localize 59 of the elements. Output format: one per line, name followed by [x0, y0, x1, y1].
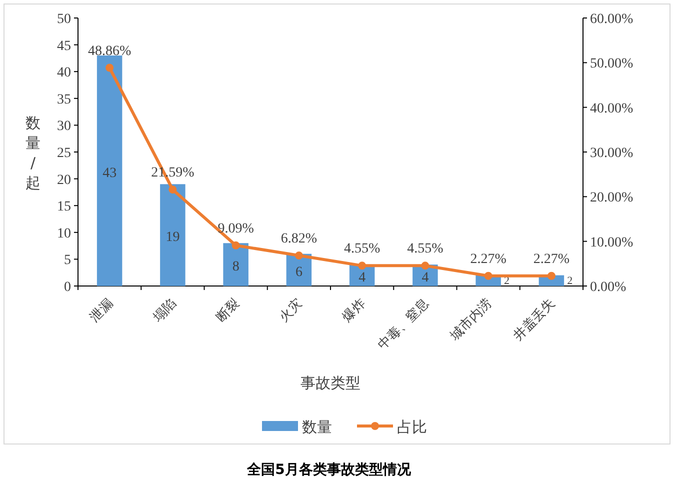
y-tick-label: 10 — [57, 226, 71, 242]
x-tick-label: 爆炸 — [340, 296, 369, 326]
x-tick-label: 城市内涝 — [447, 296, 496, 344]
point — [547, 272, 556, 280]
x-tick-label: 井盖丢失 — [510, 296, 558, 344]
legend-label: 数量 — [302, 418, 332, 436]
y-tick-label: 35 — [57, 92, 71, 108]
point — [168, 186, 177, 194]
y-axis-title: 数量/起 — [26, 114, 40, 192]
y-tick-label: 50 — [57, 12, 71, 27]
y-tick-label: 15 — [57, 200, 71, 215]
data-label: 9.09% — [218, 221, 254, 236]
y2-tick-label: 50.00% — [590, 56, 634, 72]
data-label: 4 — [358, 270, 366, 286]
bar — [160, 184, 186, 286]
bar — [96, 56, 122, 286]
point — [358, 262, 366, 270]
y2-tick-label: 30.00% — [590, 146, 634, 161]
data-label: 4 — [422, 270, 429, 286]
point — [484, 272, 492, 280]
y2-tick-label: 40.00% — [590, 101, 634, 116]
point — [232, 241, 240, 250]
data-label: 19 — [166, 230, 180, 246]
data-label: 48.86% — [88, 44, 132, 59]
y-tick-label: 5 — [64, 253, 71, 268]
y2-tick-label: 0.00% — [590, 280, 626, 295]
data-label: 43 — [102, 166, 117, 181]
data-label: 2.27% — [533, 252, 570, 267]
x-tick-label: 泄漏 — [87, 296, 116, 326]
x-tick-label: 塌陷 — [150, 296, 180, 326]
y-tick-label: 20 — [57, 172, 71, 188]
y-tick-label: 40 — [57, 66, 71, 81]
data-label: 6.82% — [280, 232, 318, 247]
point — [421, 262, 430, 270]
data-label: 2 — [504, 275, 510, 287]
y2-tick-label: 20.00% — [590, 190, 634, 206]
legend-占比: 占比 — [357, 418, 427, 436]
text: 全国5月各类事故类型情况 — [246, 462, 412, 478]
y2-tick-label: 60.00% — [590, 12, 634, 27]
data-label: 4.55% — [344, 242, 380, 257]
legend-数量: 数量 — [262, 418, 332, 436]
y-tick-label: 30 — [57, 119, 71, 134]
data-label: 4.55% — [407, 242, 444, 257]
bar — [223, 243, 248, 286]
point — [294, 252, 303, 260]
data-label: 8 — [232, 260, 240, 275]
point — [106, 64, 114, 72]
x-tick-label: 中毒、窒息 — [374, 296, 432, 353]
x-tick-label: 火灾 — [276, 296, 306, 326]
x-tick-label: 断裂 — [214, 296, 243, 326]
y2-tick-label: 10.00% — [590, 235, 634, 250]
data-label: 2 — [567, 275, 573, 287]
y-tick-label: 0 — [64, 280, 71, 295]
x-axis-title: 事故类型 — [300, 374, 360, 392]
y-tick-label: 45 — [57, 38, 71, 54]
data-label: 2.27% — [470, 252, 507, 267]
y-tick-label: 25 — [57, 146, 71, 161]
data-label: 6 — [295, 264, 302, 280]
legend-label: 占比 — [397, 418, 427, 436]
